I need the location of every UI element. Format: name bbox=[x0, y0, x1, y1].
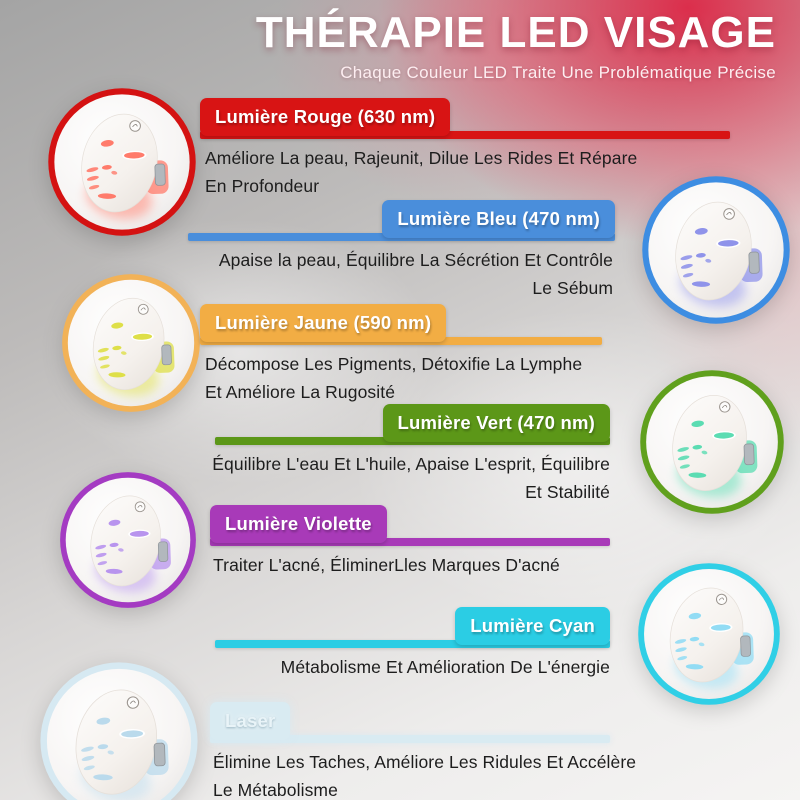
description-line: Le Sébum bbox=[532, 278, 613, 298]
description-line: Élimine Les Taches, Améliore Les Ridules… bbox=[213, 752, 637, 772]
section-description-laser: Élimine Les Taches, Améliore Les Ridules… bbox=[213, 748, 636, 800]
brand-logo-icon bbox=[723, 208, 735, 220]
description-line: Décompose Les Pigments, Détoxifie La Lym… bbox=[205, 354, 583, 374]
section-label-vert: Lumière Vert (470 nm) bbox=[382, 404, 610, 442]
description-line: En Profondeur bbox=[205, 176, 320, 196]
section-label-bleu: Lumière Bleu (470 nm) bbox=[382, 200, 615, 238]
section-description-jaune: Décompose Les Pigments, Détoxifie La Lym… bbox=[205, 350, 582, 406]
section-description-violette: Traiter L'acné, ÉliminerLles Marques D'a… bbox=[213, 551, 560, 579]
section-underline-bar bbox=[210, 735, 610, 743]
section-label-jaune: Lumière Jaune (590 nm) bbox=[200, 304, 447, 342]
blue-led-mask-photo bbox=[640, 174, 792, 326]
section-description-cyan: Métabolisme Et Amélioration De L'énergie bbox=[281, 653, 610, 681]
section-label-cyan: Lumière Cyan bbox=[455, 607, 610, 645]
yellow-led-mask-photo bbox=[60, 272, 202, 414]
description-line: Traiter L'acné, ÉliminerLles Marques D'a… bbox=[213, 555, 560, 575]
section-description-bleu: Apaise la peau, Équilibre La Sécrétion E… bbox=[219, 246, 613, 302]
section-label-rouge: Lumière Rouge (630 nm) bbox=[200, 98, 451, 136]
brand-logo-icon bbox=[719, 401, 731, 413]
white-led-mask-photo bbox=[38, 660, 200, 800]
section-underline-bar bbox=[200, 131, 730, 139]
section-label-violette: Lumière Violette bbox=[210, 505, 387, 543]
brand-logo-icon bbox=[129, 120, 141, 132]
description-line: Équilibre L'eau Et L'huile, Apaise L'esp… bbox=[212, 454, 610, 474]
description-line: Le Métabolisme bbox=[213, 780, 338, 800]
header: THÉRAPIE LED VISAGE Chaque Couleur LED T… bbox=[256, 8, 776, 83]
green-led-mask-photo bbox=[638, 368, 786, 516]
section-description-rouge: Améliore La peau, Rajeunit, Dilue Les Ri… bbox=[205, 144, 637, 200]
page-subtitle: Chaque Couleur LED Traite Une Problémati… bbox=[340, 62, 776, 82]
brand-logo-icon bbox=[137, 303, 149, 315]
section-underline-bar bbox=[210, 538, 610, 546]
description-line: Apaise la peau, Équilibre La Sécrétion E… bbox=[218, 250, 613, 270]
description-line: Métabolisme Et Amélioration De L'énergie bbox=[280, 657, 610, 677]
description-line: Améliore La peau, Rajeunit, Dilue Les Ri… bbox=[205, 148, 638, 168]
section-description-vert: Équilibre L'eau Et L'huile, Apaise L'esp… bbox=[212, 450, 610, 506]
brand-logo-icon bbox=[134, 501, 146, 513]
violet-led-mask-photo bbox=[58, 470, 198, 610]
red-led-mask-photo bbox=[46, 86, 198, 238]
section-label-laser: Laser bbox=[210, 702, 291, 740]
description-line: Et Stabilité bbox=[525, 482, 610, 502]
cyan-led-mask-photo bbox=[636, 561, 782, 707]
page-title: THÉRAPIE LED VISAGE bbox=[255, 8, 776, 57]
brand-logo-icon bbox=[126, 696, 140, 709]
description-line: Et Améliore La Rugosité bbox=[205, 382, 396, 402]
section-underline-bar bbox=[215, 640, 610, 648]
brand-logo-icon bbox=[716, 593, 728, 605]
